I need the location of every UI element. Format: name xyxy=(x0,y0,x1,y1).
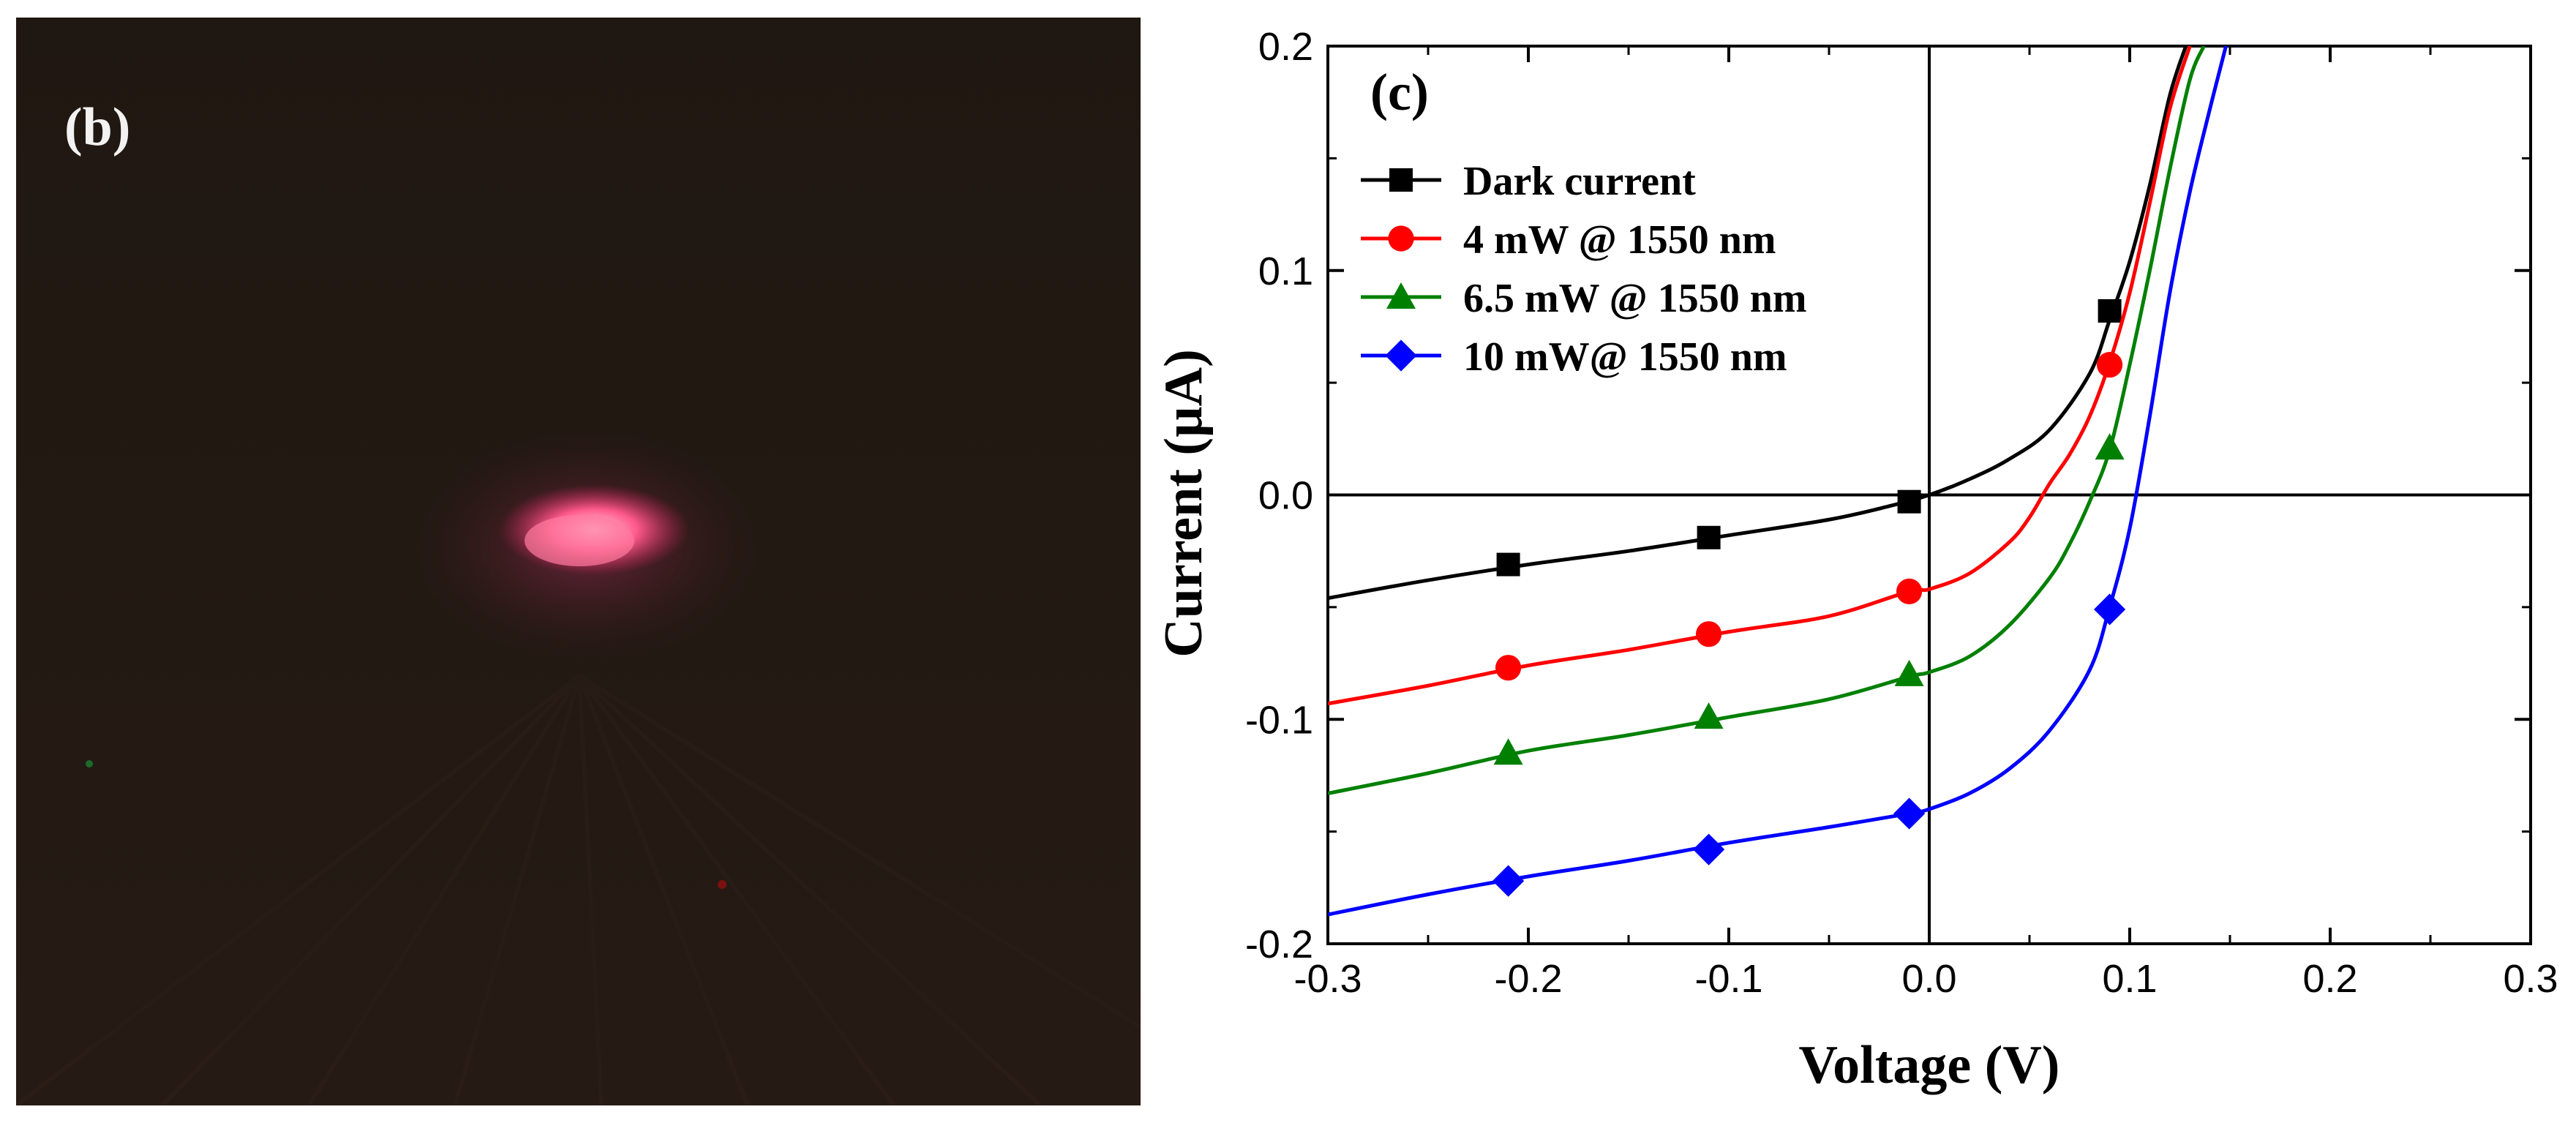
legend: Dark current 4 mW @ 1550 nm 6.5 mW @ 1550 … xyxy=(1361,159,1807,380)
legend-marker xyxy=(1385,339,1417,372)
data-point xyxy=(1697,525,1721,549)
data-point xyxy=(2095,433,2125,460)
y-tick-label: -0.2 xyxy=(1245,923,1313,966)
series-line xyxy=(1328,46,2188,601)
x-tick-label: -0.1 xyxy=(1694,957,1762,1001)
y-axis-label: Current (µA) xyxy=(1154,349,1214,657)
legend-marker xyxy=(1389,168,1413,192)
legend-label: 4 mW @ 1550 nm xyxy=(1463,217,1776,263)
data-point xyxy=(2098,298,2122,323)
series-line xyxy=(1328,46,2206,795)
x-tick-label: 0.1 xyxy=(2102,957,2157,1001)
x-tick-label: 0.3 xyxy=(2503,957,2558,1001)
series-2 xyxy=(1328,46,2206,795)
iv-chart: -0.3 -0.2 -0.1 0.0 0.1 0.2 0.3-0.2-0.10.00.10.… xyxy=(1154,25,2558,1095)
iv-chart-panel: -0.3 -0.2 -0.1 0.0 0.1 0.2 0.3 -0.2 -0.1 0.0 0.1 0.… xyxy=(1141,0,2576,1123)
x-axis-label: Voltage (V) xyxy=(1799,1035,2060,1095)
data-point xyxy=(1896,578,1923,605)
y-tick-label: -0.1 xyxy=(1245,698,1313,742)
series-line xyxy=(1328,46,2228,917)
data-point xyxy=(1492,865,1525,897)
data-point xyxy=(1496,552,1520,576)
data-point xyxy=(1897,489,1921,514)
data-point xyxy=(2097,351,2123,378)
data-point xyxy=(1696,621,1722,647)
y-tick-label: 0.0 xyxy=(1258,474,1313,518)
panel-label-b: (b) xyxy=(64,97,131,157)
legend-label: 10 mW@ 1550 nm xyxy=(1463,334,1787,380)
data-point xyxy=(2094,593,2126,626)
series-1 xyxy=(1328,46,2192,706)
data-point xyxy=(1493,738,1523,765)
x-tick-label: -0.3 xyxy=(1293,957,1362,1001)
legend-label: 6.5 mW @ 1550 nm xyxy=(1463,276,1807,321)
data-point xyxy=(1694,702,1724,729)
data-point xyxy=(1693,833,1725,865)
x-tick-label: 0.2 xyxy=(2302,957,2357,1001)
data-point xyxy=(1894,659,1924,686)
legend-label: Dark current xyxy=(1463,159,1696,204)
y-tick-label: 0.2 xyxy=(1258,25,1313,69)
series-line xyxy=(1328,46,2192,706)
x-tick-label: -0.2 xyxy=(1494,957,1562,1001)
series-group xyxy=(1328,46,2228,917)
data-point xyxy=(1893,797,1926,830)
x-tick-label: 0.0 xyxy=(1901,957,1956,1001)
photo-image xyxy=(16,18,1141,1105)
series-0 xyxy=(1328,46,2188,601)
legend-marker xyxy=(1388,225,1414,252)
light-spot-photo: (b) xyxy=(16,18,1141,1105)
data-point xyxy=(1495,655,1522,681)
series-3 xyxy=(1328,46,2228,917)
panel-label-c: (c) xyxy=(1370,63,1429,121)
y-tick-label: 0.1 xyxy=(1258,249,1313,293)
legend-marker xyxy=(1386,282,1416,309)
